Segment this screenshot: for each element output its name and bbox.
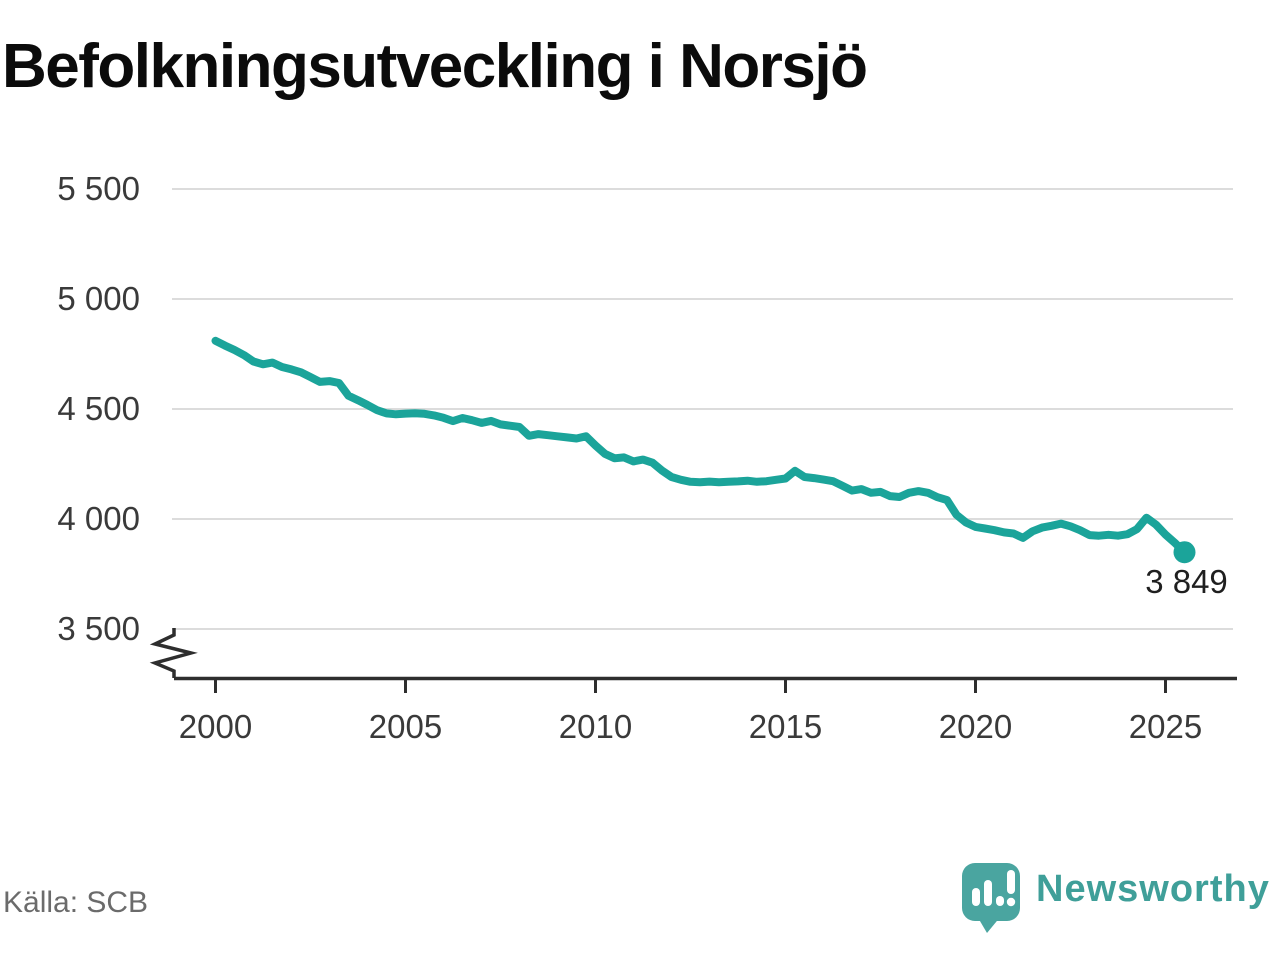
speech-bubble-chart-icon	[962, 863, 1020, 933]
y-tick-label: 5 500	[57, 170, 140, 207]
y-tick-label: 4 000	[57, 500, 140, 537]
axis-break-icon	[149, 628, 198, 678]
x-tick-label: 2020	[939, 708, 1012, 745]
x-tick-label: 2000	[179, 708, 252, 745]
population-line	[211, 336, 1189, 557]
y-tick-label: 5 000	[57, 280, 140, 317]
last-value-label: 3 849	[1145, 563, 1228, 600]
x-tick-label: 2015	[749, 708, 822, 745]
source-caption: Källa: SCB	[3, 886, 149, 919]
y-tick-label: 4 500	[57, 390, 140, 427]
newsworthy-logo: Newsworthy	[960, 858, 1270, 934]
x-tick-label: 2025	[1129, 708, 1202, 745]
chart-title: Befolkningsutveckling i Norsjö	[2, 32, 868, 101]
x-tick-label: 2005	[369, 708, 442, 745]
newsworthy-logo-text: Newsworthy	[1036, 868, 1270, 910]
x-tick-label: 2010	[559, 708, 632, 745]
last-point-dot	[1173, 541, 1196, 564]
y-tick-label: 3 500	[57, 610, 140, 647]
newsworthy-logo-icon	[962, 863, 1020, 933]
